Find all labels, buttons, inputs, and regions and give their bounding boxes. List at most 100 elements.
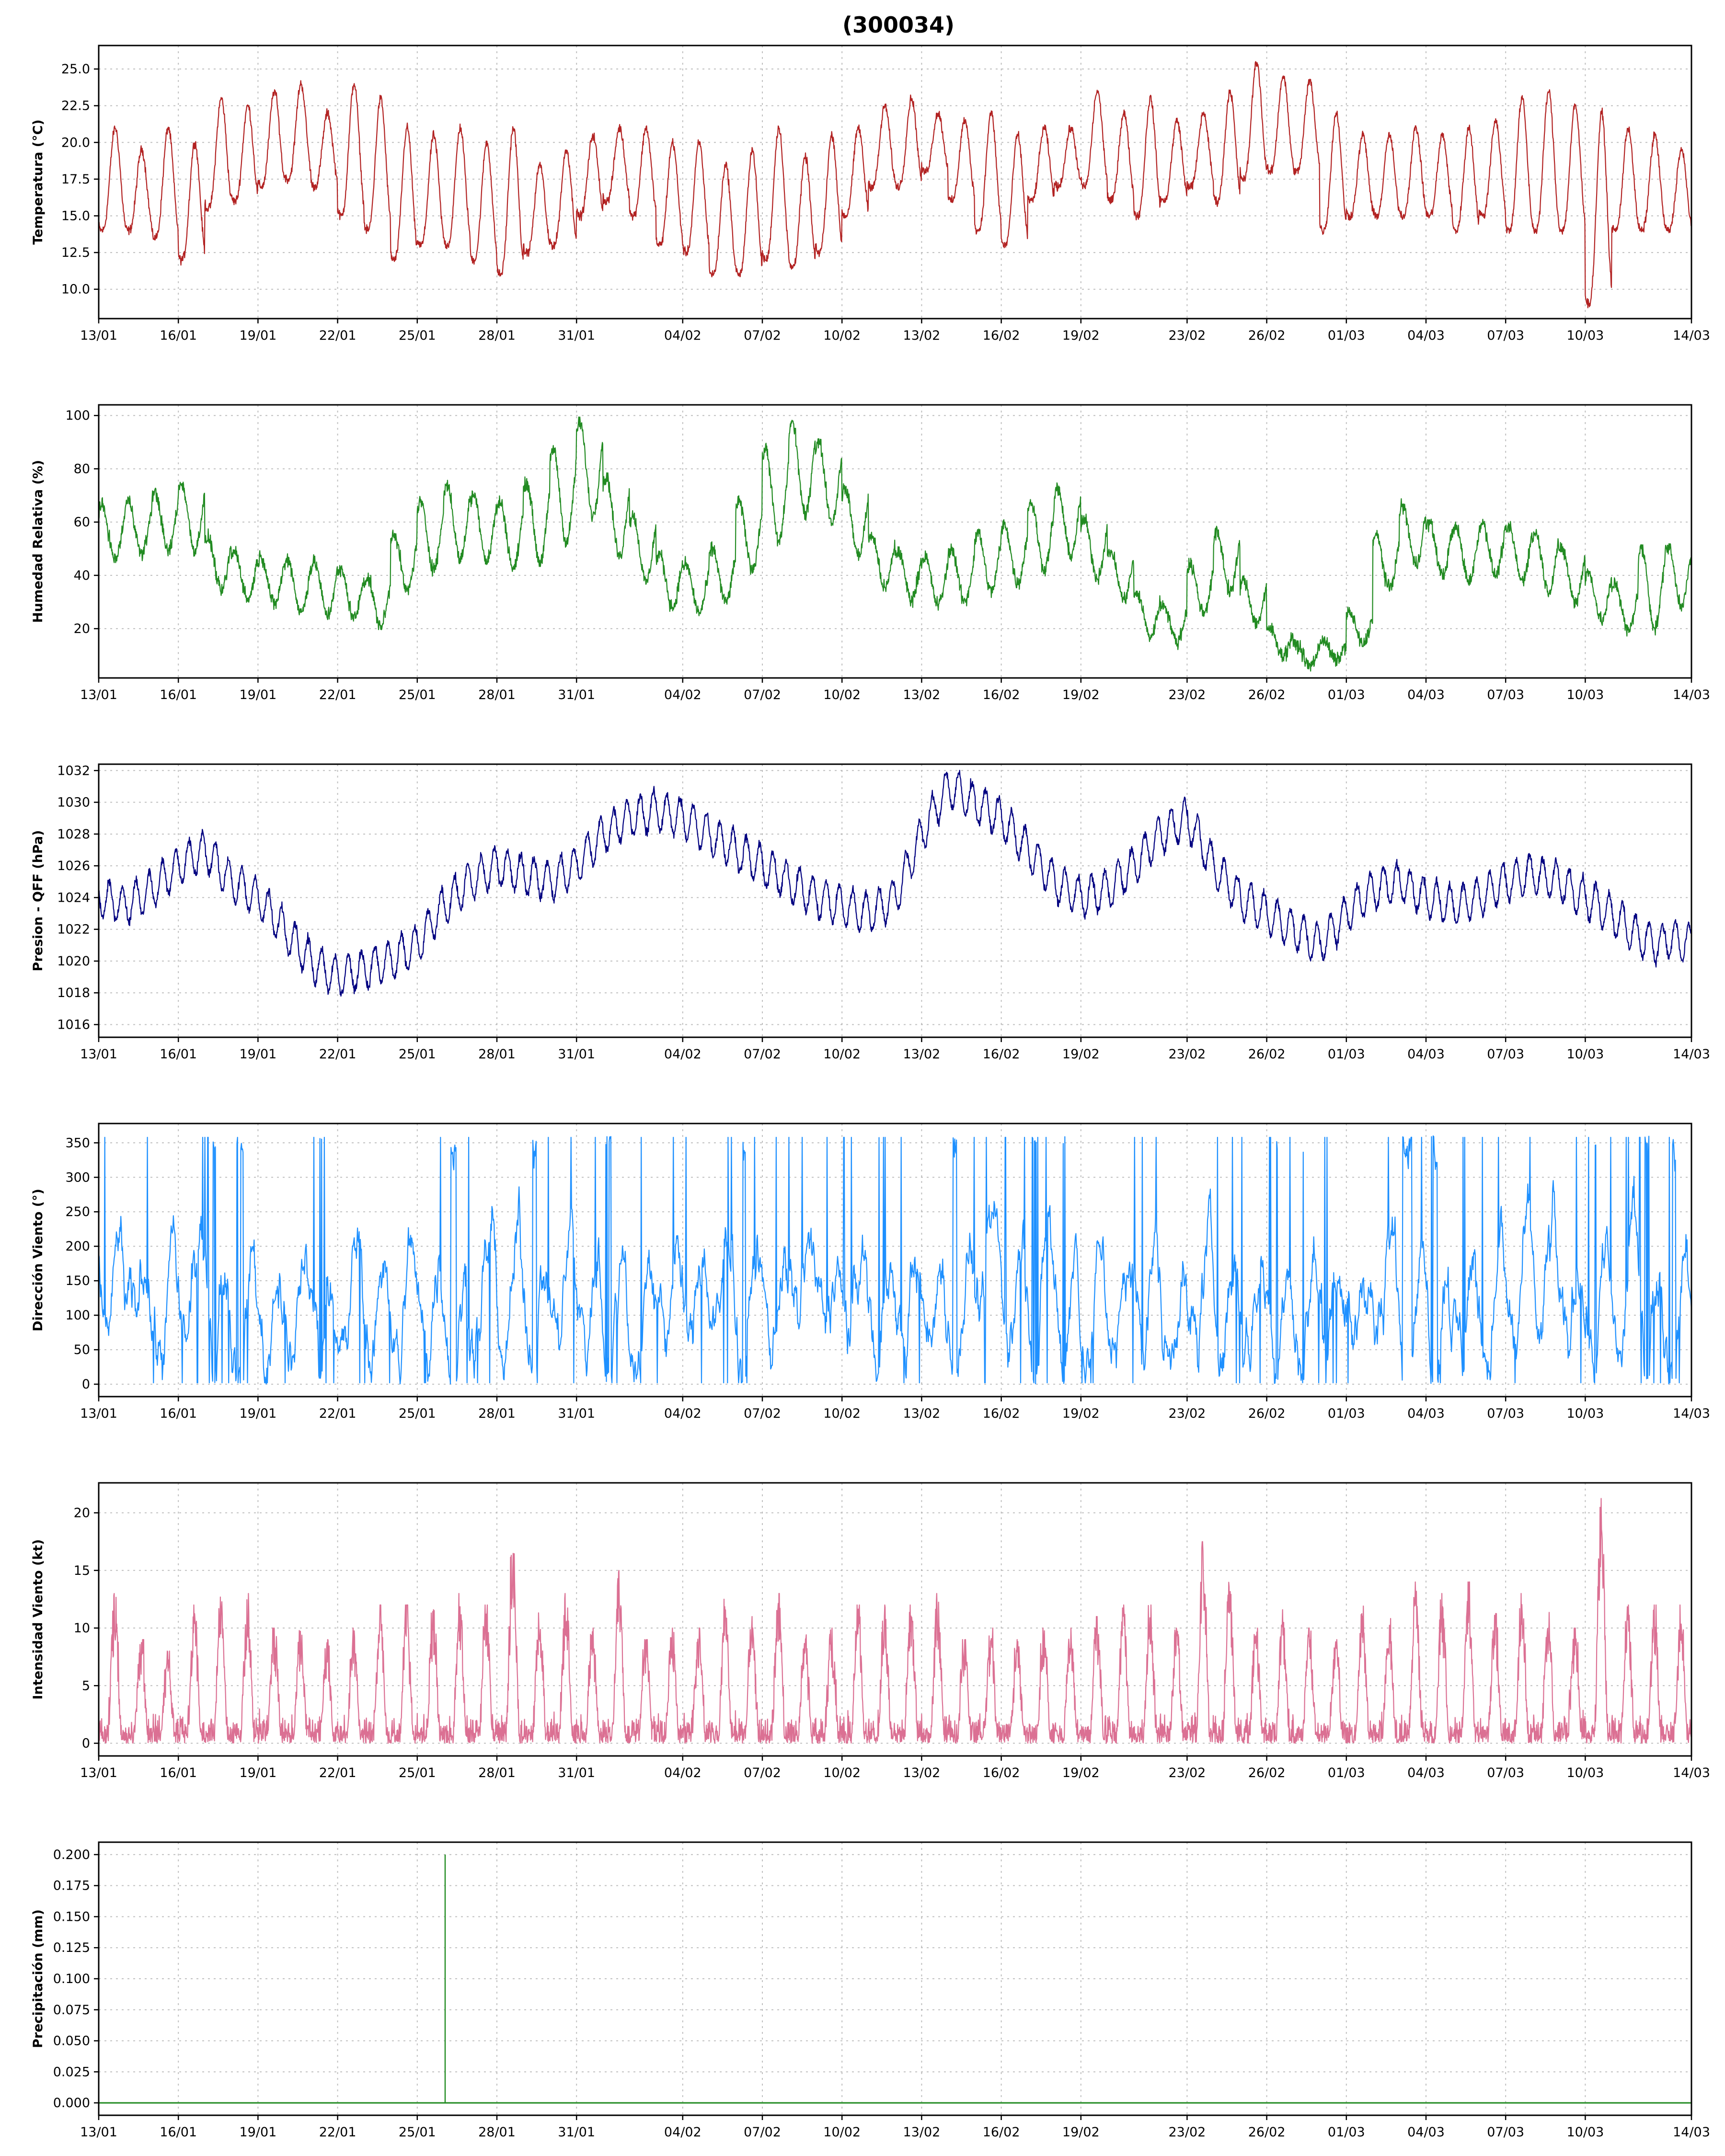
x-tick-label: 25/01 xyxy=(399,328,436,343)
series-line-temperatura xyxy=(99,61,1691,309)
x-tick-label: 19/02 xyxy=(1062,1766,1100,1780)
x-tick-label: 01/03 xyxy=(1328,688,1365,702)
y-tick-label: 0.175 xyxy=(53,1879,90,1893)
x-tick-label: 23/02 xyxy=(1168,328,1206,343)
x-tick-label: 25/01 xyxy=(399,1047,436,1062)
x-tick-label: 10/02 xyxy=(823,328,861,343)
y-tick-label: 0.025 xyxy=(53,2064,90,2079)
y-tick-label: 17.5 xyxy=(61,172,90,187)
x-tick-label: 14/03 xyxy=(1673,1047,1710,1062)
y-tick-label: 1026 xyxy=(57,859,90,873)
y-tick-label: 1018 xyxy=(57,986,90,1000)
x-tick-label: 23/02 xyxy=(1168,688,1206,702)
y-tick-label: 0 xyxy=(82,1736,90,1751)
y-axis-label: Temperatura (°C) xyxy=(31,119,46,245)
x-tick-label: 13/01 xyxy=(80,1047,117,1062)
x-tick-label: 31/01 xyxy=(558,1047,595,1062)
x-tick-label: 16/02 xyxy=(983,1766,1020,1780)
x-tick-label: 26/02 xyxy=(1248,1406,1286,1421)
x-tick-label: 04/02 xyxy=(664,328,702,343)
x-tick-label: 10/02 xyxy=(823,1766,861,1780)
x-tick-label: 16/01 xyxy=(160,1047,197,1062)
x-tick-label: 23/02 xyxy=(1168,2125,1206,2140)
y-tick-label: 80 xyxy=(74,461,90,476)
x-tick-label: 25/01 xyxy=(399,1406,436,1421)
x-tick-label: 22/01 xyxy=(319,2125,356,2140)
x-tick-label: 10/02 xyxy=(823,1047,861,1062)
x-tick-label: 25/01 xyxy=(399,688,436,702)
x-tick-label: 19/01 xyxy=(239,1047,276,1062)
y-tick-label: 200 xyxy=(65,1239,90,1254)
x-tick-label: 16/02 xyxy=(983,2125,1020,2140)
x-tick-label: 07/02 xyxy=(744,1047,781,1062)
y-tick-label: 22.5 xyxy=(61,99,90,114)
x-tick-label: 19/02 xyxy=(1062,688,1100,702)
x-tick-label: 14/03 xyxy=(1673,1406,1710,1421)
y-tick-label: 1020 xyxy=(57,954,90,969)
x-tick-label: 28/01 xyxy=(478,688,516,702)
panel-temperatura: 10.0 12.5 15.0 17.5 20.0 22.5 25.0 13/01 16/01 19… xyxy=(31,45,1710,343)
x-tick-label: 04/03 xyxy=(1407,1766,1445,1780)
y-tick-label: 12.5 xyxy=(61,245,90,260)
y-tick-label: 1016 xyxy=(57,1017,90,1032)
x-tick-label: 13/02 xyxy=(903,688,940,702)
x-tick-label: 13/02 xyxy=(903,2125,940,2140)
y-tick-label: 0.000 xyxy=(53,2096,90,2110)
x-tick-label: 04/02 xyxy=(664,2125,702,2140)
x-tick-label: 13/02 xyxy=(903,328,940,343)
x-tick-label: 13/02 xyxy=(903,1766,940,1780)
figure-title: (300034) xyxy=(842,12,954,38)
y-axis-label: Intensidad Viento (kt) xyxy=(31,1539,46,1700)
y-tick-label: 1024 xyxy=(57,890,90,905)
x-tick-label: 14/03 xyxy=(1673,1766,1710,1780)
y-tick-label: 20 xyxy=(74,621,90,636)
x-tick-label: 16/01 xyxy=(160,1406,197,1421)
x-tick-label: 31/01 xyxy=(558,1406,595,1421)
panel-precipitacion: 0.000 0.025 0.050 0.075 0.100 0.125 0.150 0.175… xyxy=(31,1841,1710,2140)
x-tick-label: 07/02 xyxy=(744,688,781,702)
x-tick-label: 26/02 xyxy=(1248,2125,1286,2140)
x-tick-label: 04/03 xyxy=(1407,328,1445,343)
x-tick-label: 28/01 xyxy=(478,1047,516,1062)
plot-frame xyxy=(98,1841,1692,2116)
x-tick-label: 31/01 xyxy=(558,328,595,343)
x-tick-label: 16/02 xyxy=(983,1406,1020,1421)
y-tick-label: 0.150 xyxy=(53,1909,90,1924)
y-tick-label: 0.100 xyxy=(53,1972,90,1986)
x-tick-label: 07/03 xyxy=(1487,328,1524,343)
x-tick-label: 19/02 xyxy=(1062,1406,1100,1421)
y-tick-label: 1028 xyxy=(57,827,90,842)
x-tick-label: 14/03 xyxy=(1673,2125,1710,2140)
x-tick-label: 23/02 xyxy=(1168,1406,1206,1421)
x-tick-label: 04/02 xyxy=(664,1047,702,1062)
x-tick-label: 10/02 xyxy=(823,2125,861,2140)
x-tick-label: 13/01 xyxy=(80,2125,117,2140)
x-tick-label: 28/01 xyxy=(478,328,516,343)
x-tick-label: 10/03 xyxy=(1566,1047,1604,1062)
y-tick-label: 15 xyxy=(74,1563,90,1578)
y-tick-label: 1032 xyxy=(57,763,90,778)
x-tick-label: 13/01 xyxy=(80,688,117,702)
x-tick-label: 26/02 xyxy=(1248,1766,1286,1780)
x-tick-label: 04/02 xyxy=(664,1766,702,1780)
y-tick-label: 20 xyxy=(74,1506,90,1521)
x-tick-label: 19/01 xyxy=(239,688,276,702)
x-tick-label: 13/02 xyxy=(903,1047,940,1062)
series-line-humedad xyxy=(99,416,1691,672)
x-tick-label: 04/02 xyxy=(664,688,702,702)
x-tick-label: 07/02 xyxy=(744,1406,781,1421)
x-tick-label: 26/02 xyxy=(1248,1047,1286,1062)
x-tick-label: 07/02 xyxy=(744,2125,781,2140)
x-tick-label: 01/03 xyxy=(1328,2125,1365,2140)
x-tick-label: 16/02 xyxy=(983,328,1020,343)
x-tick-label: 25/01 xyxy=(399,2125,436,2140)
x-tick-label: 19/01 xyxy=(239,1406,276,1421)
y-tick-label: 100 xyxy=(65,1308,90,1323)
x-tick-label: 31/01 xyxy=(558,2125,595,2140)
x-tick-label: 04/02 xyxy=(664,1406,702,1421)
y-tick-label: 0.125 xyxy=(53,1940,90,1955)
plot-frame xyxy=(98,1123,1692,1398)
x-tick-label: 28/01 xyxy=(478,2125,516,2140)
y-tick-label: 350 xyxy=(65,1135,90,1150)
x-tick-label: 16/01 xyxy=(160,328,197,343)
